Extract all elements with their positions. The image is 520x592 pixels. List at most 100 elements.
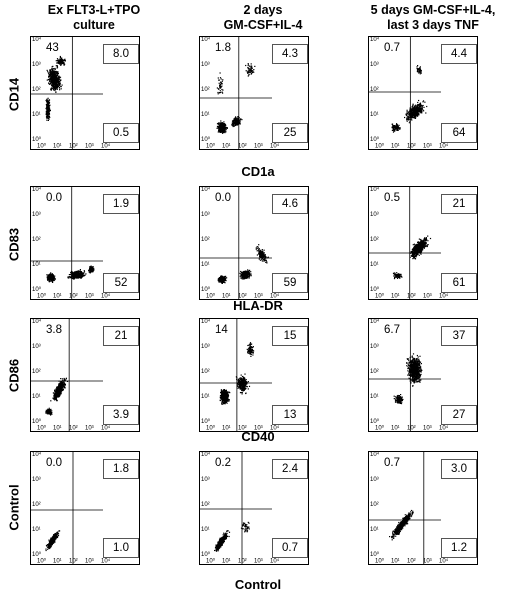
y-tick-label: 10⁰	[32, 418, 42, 425]
x-tick-label: 10³	[254, 144, 263, 150]
quadrant-upper-right-percent: 15	[272, 326, 308, 346]
column-header-3-line1: 5 days GM-CSF+IL-4,	[370, 3, 496, 17]
scatter-panel-r4-c1: 10⁰ 10⁰ 10¹ 10¹ 10² 10² 10³ 10³ 10⁴ 10⁴ 0.0 1.8 1.0	[30, 451, 140, 565]
scatter-panel-r3-c2: 10⁰ 10⁰ 10¹ 10¹ 10² 10² 10³ 10³ 10⁴ 10⁴ 14 15 13	[199, 318, 309, 432]
quadrant-upper-right-percent: 2.4	[272, 459, 308, 479]
quadrant-upper-left-percent: 0.0	[45, 192, 63, 204]
y-tick-label: 10²	[370, 87, 379, 93]
event-dots	[45, 377, 69, 416]
x-tick-label: 10²	[238, 144, 247, 150]
scatter-panel-r4-c2: 10⁰ 10⁰ 10¹ 10¹ 10² 10² 10³ 10³ 10⁴ 10⁴ 0.2 2.4 0.7	[199, 451, 309, 565]
x-tick-label: 10¹	[391, 559, 400, 565]
y-tick-label: 10⁴	[201, 319, 211, 325]
x-tick-label: 10⁴	[439, 293, 449, 300]
column-header-1: Ex FLT3-L+TPO culture	[14, 3, 174, 33]
y-tick-label: 10¹	[32, 527, 41, 533]
quadrant-lower-right-percent: 1.2	[441, 538, 477, 558]
y-tick-label: 10⁴	[32, 319, 42, 325]
quadrant-upper-right-percent: 8.0	[103, 44, 139, 64]
quadrant-upper-left-percent: 6.7	[383, 324, 401, 336]
y-tick-label: 10⁴	[32, 187, 42, 193]
quadrant-upper-left-percent: 0.5	[383, 192, 401, 204]
column-header-3: 5 days GM-CSF+IL-4, last 3 days TNF	[353, 3, 513, 33]
y-tick-label: 10⁴	[370, 452, 380, 458]
event-dots	[214, 521, 250, 552]
quadrant-lower-right-percent: 59	[272, 273, 308, 293]
row-3-x-axis-label: CD40	[241, 429, 275, 444]
event-dots	[219, 342, 255, 405]
scatter-panel-r2-c3: 10⁰ 10⁰ 10¹ 10¹ 10² 10² 10³ 10³ 10⁴ 10⁴ 0.5 21 61	[368, 186, 478, 300]
y-tick-label: 10⁰	[370, 551, 380, 558]
y-tick-label: 10⁰	[370, 136, 380, 143]
y-tick-label: 10⁰	[32, 286, 42, 293]
quadrant-lower-right-percent: 1.0	[103, 538, 139, 558]
y-tick-label: 10⁰	[32, 551, 42, 558]
quadrant-lower-right-percent: 3.9	[103, 405, 139, 425]
x-tick-label: 10¹	[391, 426, 400, 432]
y-tick-label: 10¹	[201, 394, 210, 400]
x-tick-label: 10³	[423, 559, 432, 565]
quadrant-upper-left-percent: 0.7	[383, 42, 401, 54]
y-tick-label: 10³	[201, 62, 210, 68]
y-tick-label: 10³	[370, 477, 379, 483]
quadrant-lower-right-percent: 0.5	[103, 123, 139, 143]
y-tick-label: 10²	[32, 87, 41, 93]
event-dots	[45, 530, 61, 552]
quadrant-upper-right-percent: 1.9	[103, 194, 139, 214]
quadrant-lower-right-percent: 61	[441, 273, 477, 293]
x-tick-label: 10²	[407, 426, 416, 432]
row-2-y-axis-label: CD83	[6, 227, 22, 262]
y-tick-label: 10²	[370, 369, 379, 375]
column-header-1-line1: Ex FLT3-L+TPO	[47, 3, 141, 17]
quadrant-lower-right-percent: 25	[272, 123, 308, 143]
x-tick-label: 10⁴	[439, 143, 449, 150]
x-tick-label: 10²	[407, 294, 416, 300]
x-tick-label: 10³	[423, 144, 432, 150]
row-1-y-axis-label: CD14	[6, 77, 22, 112]
scatter-panel-r1-c3: 10⁰ 10⁰ 10¹ 10¹ 10² 10² 10³ 10³ 10⁴ 10⁴ 0.7 4.4 64	[368, 36, 478, 150]
scatter-panel-r1-c2: 10⁰ 10⁰ 10¹ 10¹ 10² 10² 10³ 10³ 10⁴ 10⁴ 1.8 4.3 25	[199, 36, 309, 150]
y-tick-label: 10²	[32, 502, 41, 508]
y-tick-label: 10⁴	[370, 187, 380, 193]
y-tick-label: 10³	[370, 212, 379, 218]
x-tick-label: 10⁰	[375, 293, 385, 300]
quadrant-upper-right-percent: 37	[441, 326, 477, 346]
x-tick-label: 10⁰	[37, 558, 47, 565]
x-tick-label: 10⁰	[37, 143, 47, 150]
y-tick-label: 10⁰	[201, 286, 211, 293]
scatter-panel-r2-c1: 10⁰ 10⁰ 10¹ 10¹ 10² 10² 10³ 10³ 10⁴ 10⁴ 0.0 1.9 52	[30, 186, 140, 300]
y-tick-label: 10¹	[370, 527, 379, 533]
y-tick-label: 10¹	[32, 262, 41, 268]
event-dots	[389, 509, 414, 541]
x-tick-label: 10⁰	[206, 293, 216, 300]
x-tick-label: 10³	[85, 559, 94, 565]
event-dots	[216, 63, 256, 134]
y-tick-label: 10²	[370, 237, 379, 243]
x-tick-label: 10⁰	[375, 143, 385, 150]
scatter-panel-r1-c1: 10⁰ 10⁰ 10¹ 10¹ 10² 10² 10³ 10³ 10⁴ 10⁴ 43 8.0 0.5	[30, 36, 140, 150]
x-tick-label: 10¹	[391, 144, 400, 150]
quadrant-upper-left-percent: 1.8	[214, 42, 232, 54]
x-tick-label: 10⁰	[37, 293, 47, 300]
quadrant-lower-right-percent: 52	[103, 273, 139, 293]
y-tick-label: 10⁴	[201, 37, 211, 43]
event-dots	[391, 65, 428, 133]
quadrant-upper-right-percent: 21	[103, 326, 139, 346]
x-tick-label: 10⁰	[206, 425, 216, 432]
scatter-panel-r3-c1: 10⁰ 10⁰ 10¹ 10¹ 10² 10² 10³ 10³ 10⁴ 10⁴ 3.8 21 3.9	[30, 318, 140, 432]
y-tick-label: 10¹	[32, 394, 41, 400]
x-tick-label: 10³	[254, 294, 263, 300]
column-header-2-line1: 2 days	[243, 3, 283, 17]
x-tick-label: 10⁰	[375, 425, 385, 432]
scatter-panel-r4-c3: 10⁰ 10⁰ 10¹ 10¹ 10² 10² 10³ 10³ 10⁴ 10⁴ 0.7 3.0 1.2	[368, 451, 478, 565]
scatter-panel-r2-c2: 10⁰ 10⁰ 10¹ 10¹ 10² 10² 10³ 10³ 10⁴ 10⁴ 0.0 4.6 59	[199, 186, 309, 300]
y-tick-label: 10³	[201, 212, 210, 218]
column-header-2-line2: GM-CSF+IL-4	[223, 18, 303, 32]
y-tick-label: 10⁴	[201, 452, 211, 458]
quadrant-upper-left-percent: 43	[45, 42, 60, 54]
y-tick-label: 10³	[370, 62, 379, 68]
